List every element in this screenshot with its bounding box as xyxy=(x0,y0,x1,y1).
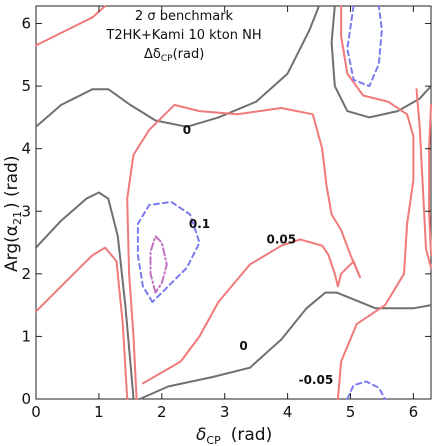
y-tick-label-4: 4 xyxy=(21,140,31,158)
y-tick-label-1: 1 xyxy=(21,327,31,345)
x-tick-label-6: 6 xyxy=(409,403,419,421)
title-line-1: 2 σ benchmark xyxy=(135,9,234,24)
x-axis-sub: CP xyxy=(206,434,221,446)
x-ticks: 0 1 2 3 4 5 6 xyxy=(31,6,418,421)
x-tick-label-1: 1 xyxy=(94,403,104,421)
contour-labels: 0 0.1 0.05 0 -0.05 xyxy=(183,123,333,387)
plot-area: 0 1 2 3 4 5 6 0 1 2 3 4 5 6 0 0.1 0.05 0 -0.05 xyxy=(21,5,432,421)
x-axis-label: δCP (rad) xyxy=(196,425,272,446)
title-sub: CP xyxy=(161,54,173,64)
contour-line-1 xyxy=(35,191,135,400)
x-tick-label-4: 4 xyxy=(283,403,293,421)
contour-label-1: 0.1 xyxy=(189,217,210,231)
contour-line-14 xyxy=(149,235,168,294)
y-tick-label-6: 6 xyxy=(21,15,31,33)
y-axis-symbol: Arg(α xyxy=(2,225,22,272)
contour-lines xyxy=(35,5,432,400)
y-axis-sub: 21 xyxy=(11,211,24,225)
contour-line-9 xyxy=(336,5,415,400)
contour-line-2 xyxy=(138,291,338,400)
y-axis-unit: ) (rad) xyxy=(2,156,22,210)
y-tick-label-5: 5 xyxy=(21,77,31,95)
y-tick-label-2: 2 xyxy=(21,265,31,283)
plot-frame xyxy=(35,5,432,400)
y-ticks: 0 1 2 3 4 5 6 xyxy=(21,15,431,408)
contour-label-4: -0.05 xyxy=(299,373,334,387)
contour-line-11 xyxy=(428,103,432,257)
x-axis-unit: (rad) xyxy=(231,425,272,445)
x-tick-label-5: 5 xyxy=(346,403,356,421)
title-delta: Δδ xyxy=(144,47,161,62)
contour-label-3: 0 xyxy=(239,339,247,353)
title-tail: (rad) xyxy=(173,47,205,62)
contour-line-3 xyxy=(330,5,432,119)
contour-line-15 xyxy=(346,380,387,400)
contour-line-13 xyxy=(346,5,383,88)
y-tick-label-3: 3 xyxy=(21,202,31,220)
y-tick-label-0: 0 xyxy=(21,390,31,408)
contour-line-6 xyxy=(35,246,129,400)
contour-line-8 xyxy=(126,103,361,400)
x-tick-label-3: 3 xyxy=(220,403,230,421)
contour-line-4 xyxy=(335,291,432,310)
contour-label-2: 0.05 xyxy=(266,232,296,246)
x-tick-label-0: 0 xyxy=(31,403,41,421)
chart-title: 2 σ benchmark T2HK+Kami 10 kton NH ΔδCP(… xyxy=(105,9,261,64)
contour-line-12 xyxy=(136,200,201,303)
contour-line-0 xyxy=(35,5,320,128)
y-axis-label: Arg(α21) (rad) xyxy=(2,156,24,272)
x-tick-label-2: 2 xyxy=(157,403,167,421)
contour-line-10 xyxy=(415,88,432,269)
title-line-3: ΔδCP(rad) xyxy=(144,47,204,64)
contour-label-0: 0 xyxy=(183,123,191,137)
title-line-2: T2HK+Kami 10 kton NH xyxy=(105,28,261,43)
x-axis-symbol: δ xyxy=(196,425,206,445)
contour-line-7 xyxy=(141,238,361,385)
